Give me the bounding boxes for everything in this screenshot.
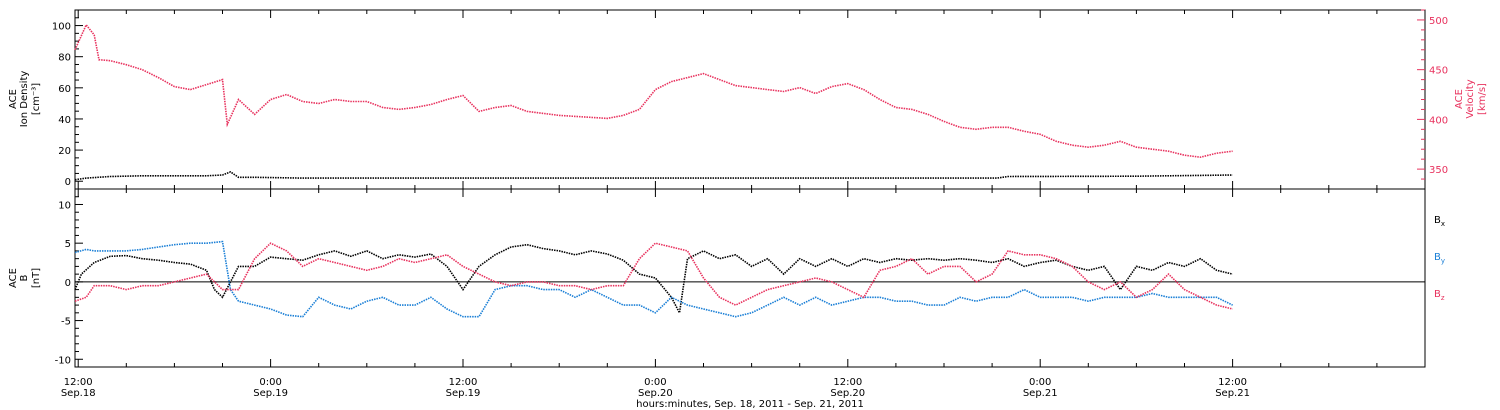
- legend-bz: Bz: [1434, 289, 1445, 302]
- b-tick-label: -5: [61, 317, 71, 328]
- x-tick-time-label: 12:00: [1218, 377, 1247, 388]
- density-tick-label: 40: [58, 115, 71, 126]
- legend-subscript: x: [1441, 220, 1445, 228]
- density-tick-label: 60: [58, 84, 71, 95]
- x-tick-date-label: Sep.20: [830, 388, 865, 399]
- legend-subscript: z: [1441, 294, 1445, 302]
- panel-bottom-frame: [74, 188, 1426, 368]
- x-tick-date-label: Sep.19: [253, 388, 288, 399]
- density-series: [74, 171, 1233, 181]
- legend-bx: Bx: [1434, 215, 1445, 228]
- x-tick-time-label: 12:00: [449, 377, 478, 388]
- velocity-label-line3: [km/s]: [1477, 83, 1488, 115]
- velocity-tick-label: 350: [1429, 165, 1448, 176]
- x-tick-date-label: Sep.21: [1023, 388, 1058, 399]
- velocity-tick-label: 400: [1429, 115, 1448, 126]
- x-tick-time-label: 12:00: [833, 377, 862, 388]
- b-label-line2: B: [19, 274, 30, 281]
- x-tick-time-label: 0:00: [644, 377, 666, 388]
- velocity-tick-label: 450: [1429, 66, 1448, 77]
- b-label-line3: [nT]: [31, 268, 42, 288]
- panel-top-right-label: ACE Velocity [km/s]: [1454, 79, 1488, 118]
- x-tick-date-label: Sep.19: [446, 388, 481, 399]
- b-tick-label: 0: [65, 278, 71, 289]
- velocity-series: [74, 23, 1233, 159]
- x-tick-time-label: 0:00: [259, 377, 281, 388]
- density-tick-label: 0: [65, 177, 71, 188]
- velocity-tick-label: 500: [1429, 16, 1448, 27]
- legend-by: By: [1434, 252, 1445, 265]
- panel-top-left-label: ACE Ion Density [cm⁻³]: [8, 71, 42, 128]
- x-tick-date-label: Sep.21: [1215, 388, 1250, 399]
- legend-subscript: y: [1441, 257, 1445, 265]
- x-axis-title: hours:minutes, Sep. 18, 2011 - Sep. 21, …: [636, 399, 864, 410]
- panel-bottom-left-label: ACE B [nT]: [8, 268, 42, 288]
- density-label-line1: ACE: [8, 89, 19, 109]
- velocity-label-line2: Velocity: [1465, 79, 1476, 118]
- density-tick-label: 100: [52, 22, 71, 33]
- b-tick-label: -10: [55, 355, 71, 366]
- b-series-bx: [74, 243, 1233, 316]
- b-series-bz: [74, 242, 1233, 310]
- panel-top: [74, 9, 1426, 190]
- b-series-by: [74, 240, 1233, 318]
- velocity-label-line1: ACE: [1454, 89, 1465, 109]
- x-tick-time-label: 0:00: [1029, 377, 1051, 388]
- b-tick-label: 10: [58, 200, 71, 211]
- density-tick-label: 80: [58, 53, 71, 64]
- density-label-line3: [cm⁻³]: [31, 83, 42, 115]
- x-tick-date-label: Sep.20: [638, 388, 673, 399]
- panel-bottom: [74, 188, 1426, 368]
- x-tick-time-label: 12:00: [64, 377, 93, 388]
- data-layer: [74, 23, 1233, 318]
- density-tick-label: 20: [58, 146, 71, 157]
- b-tick-label: 5: [65, 239, 71, 250]
- density-label-line2: Ion Density: [19, 71, 30, 128]
- x-tick-date-label: Sep.18: [61, 388, 96, 399]
- axes-layer: 020406080100350400450500-10-5051012:00Se…: [52, 9, 1448, 399]
- b-label-line1: ACE: [8, 268, 19, 288]
- panel-top-frame: [74, 9, 1426, 190]
- legend: Bx By Bz: [1434, 215, 1445, 302]
